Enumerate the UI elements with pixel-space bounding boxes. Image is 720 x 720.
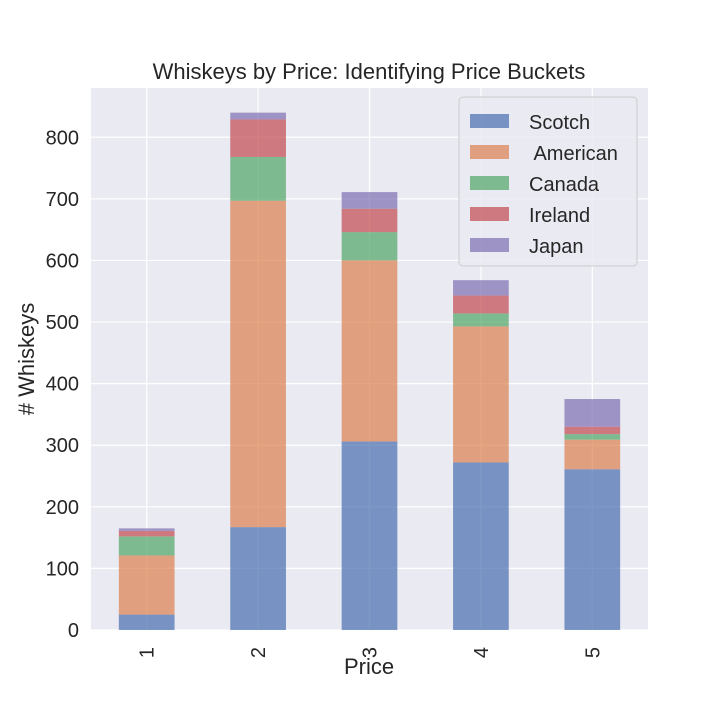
x-tick-label: 5 bbox=[582, 647, 604, 658]
x-tick-label: 3 bbox=[360, 647, 382, 658]
bar-japan-4 bbox=[453, 280, 509, 296]
y-tick-label: 400 bbox=[46, 374, 79, 396]
y-tick-label: 700 bbox=[46, 189, 79, 211]
legend-label: Scotch bbox=[529, 112, 590, 134]
bar-japan-3 bbox=[341, 192, 398, 209]
legend-label: Japan bbox=[529, 236, 584, 258]
legend-swatch bbox=[470, 176, 509, 190]
bar-ireland-5 bbox=[564, 426, 621, 435]
legend-label: American bbox=[529, 143, 618, 165]
y-tick-label: 100 bbox=[46, 558, 79, 580]
y-tick-label: 300 bbox=[46, 435, 79, 457]
legend-swatch bbox=[470, 114, 509, 128]
x-tick-label: 2 bbox=[248, 647, 270, 658]
y-tick-label: 600 bbox=[46, 250, 79, 272]
legend-label: Canada bbox=[529, 174, 600, 196]
y-tick-label: 800 bbox=[46, 127, 79, 149]
bar-canada-4 bbox=[453, 313, 509, 327]
y-axis-label: # Whiskeys bbox=[14, 303, 39, 415]
bar-canada-3 bbox=[341, 232, 398, 261]
bar-japan-2 bbox=[230, 112, 286, 120]
bar-american-5 bbox=[564, 439, 621, 470]
bar-scotch-3 bbox=[341, 441, 398, 630]
bar-american-4 bbox=[453, 326, 509, 463]
x-axis-label: Price bbox=[344, 654, 394, 679]
legend-label: Ireland bbox=[529, 205, 590, 227]
bar-scotch-1 bbox=[118, 614, 175, 630]
legend-box bbox=[458, 96, 638, 267]
bar-japan-5 bbox=[564, 399, 621, 427]
y-tick-label: 0 bbox=[68, 620, 79, 642]
bar-scotch-5 bbox=[564, 469, 621, 630]
legend-swatch bbox=[470, 238, 509, 252]
y-tick-label: 200 bbox=[46, 497, 79, 519]
bar-canada-2 bbox=[230, 156, 286, 201]
bar-ireland-2 bbox=[230, 119, 286, 157]
bar-american-2 bbox=[230, 200, 286, 528]
bar-scotch-2 bbox=[230, 527, 286, 630]
y-tick-label: 500 bbox=[46, 312, 79, 334]
bar-american-1 bbox=[118, 555, 175, 615]
bar-ireland-3 bbox=[341, 208, 398, 233]
x-tick-label: 1 bbox=[137, 647, 159, 658]
bar-canada-5 bbox=[564, 434, 621, 440]
legend-swatch bbox=[470, 145, 509, 159]
bar-japan-1 bbox=[118, 528, 175, 531]
bar-ireland-1 bbox=[118, 530, 175, 537]
x-tick-label: 4 bbox=[471, 647, 493, 658]
bar-ireland-4 bbox=[453, 295, 509, 314]
bar-american-3 bbox=[341, 260, 398, 442]
bar-scotch-4 bbox=[453, 462, 509, 630]
bar-canada-1 bbox=[118, 536, 175, 556]
chart-title: Whiskeys by Price: Identifying Price Buc… bbox=[153, 59, 586, 84]
legend-swatch bbox=[470, 207, 509, 221]
